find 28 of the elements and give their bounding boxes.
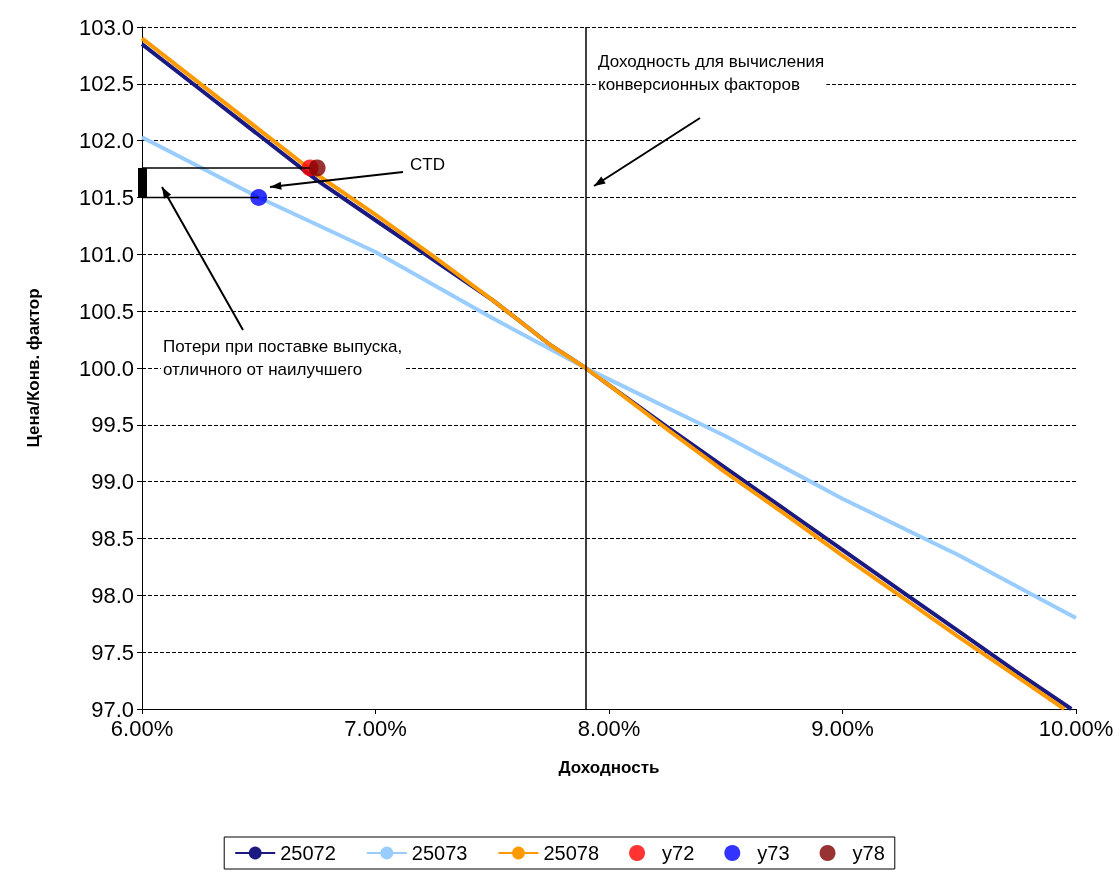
y-tick-label: 101.0 (78, 241, 134, 267)
y-tick-label: 97.5 (91, 639, 134, 665)
legend-label: 25073 (411, 842, 468, 864)
y-tick-label: 102.5 (78, 71, 134, 97)
y-tick-label: 101.5 (78, 185, 134, 210)
legend-label: y78 (852, 842, 885, 864)
annotation: CTD (410, 155, 445, 174)
x-tick-label: 7.00% (344, 715, 407, 741)
x-tick-label: 8.00% (577, 715, 641, 741)
legend-label: y73 (757, 842, 790, 864)
annotation: Потери при поставке выпуска, отличного от наилучшего (163, 337, 403, 379)
y-tick-label: 100.0 (78, 355, 134, 381)
legend-label: 25072 (280, 842, 336, 864)
y-tick-label: 97.0 (91, 696, 134, 722)
y-tick-label: 99.5 (91, 412, 134, 438)
legend-label: y72 (662, 842, 695, 864)
y-tick-label: 98.0 (91, 582, 134, 608)
y-tick-label: 99.0 (91, 469, 134, 495)
y-axis-title: Цена/Конв. фактор (24, 288, 43, 448)
y-tick-label: 102.0 (78, 128, 134, 154)
y-tick-label: 98.5 (91, 526, 134, 551)
x-tick-label: 9.00% (811, 715, 874, 741)
legend-label: 25078 (543, 842, 600, 864)
y-tick-label: 100.5 (78, 298, 134, 324)
annotation: Доходность для вычисления конверсионных факторов (598, 52, 825, 94)
y-tick-label: 103.0 (78, 14, 134, 40)
x-tick-label: 10.00% (1038, 715, 1114, 741)
x-axis-title: Доходность (558, 758, 660, 777)
